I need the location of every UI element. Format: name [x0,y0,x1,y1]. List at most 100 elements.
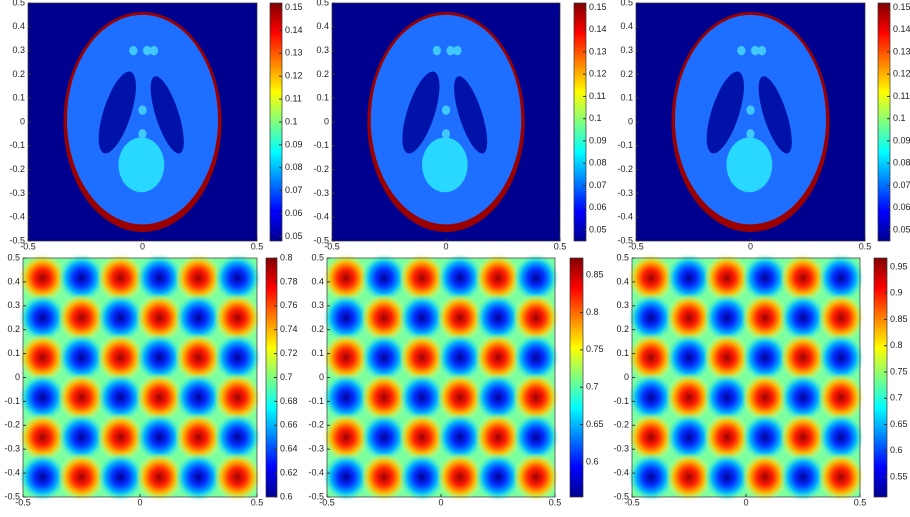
y-tick-label: 0.3 [316,45,329,55]
y-tick-label: 0.2 [311,324,324,334]
colorbar-tick-label: 0.1 [893,113,906,123]
colorbar-tick-label: 0.55 [890,471,908,481]
colorbar-tick-label: 0.66 [280,420,298,430]
spot [150,46,158,56]
spot [442,129,450,139]
y-tick-label: 0.1 [616,348,629,358]
y-tick-label: -0.2 [308,420,324,430]
colorbar-tick-label: 0.15 [285,2,303,12]
x-tick-label: 0.5 [549,497,562,507]
panel: -0.500.5-0.5-0.4-0.3-0.2-0.100.10.20.30.… [313,0,606,251]
blob [214,453,261,501]
panel: -0.500.5-0.5-0.4-0.3-0.2-0.100.10.20.30.… [9,0,302,251]
colorbar-tick-label: 0.11 [285,93,302,103]
colorbar-tick-label: 0.09 [589,135,607,145]
colorbar-tick-label: 0.72 [280,348,298,358]
y-tick-label: -0.4 [308,467,324,477]
y-tick-label: 0.4 [620,21,633,31]
y-tick-label: 0.2 [620,69,633,79]
x-tick-label: 0 [443,241,448,251]
colorbar-tick-label: 0.06 [893,202,910,212]
y-tick-label: -0.3 [617,188,633,198]
colorbar-tick-label: 0.75 [586,344,604,354]
colorbar-tick-label: 0.68 [280,396,298,406]
y-tick-label: 0.1 [311,348,324,358]
y-tick-label: 0.2 [616,324,629,334]
y-tick-label: 0 [324,116,329,126]
y-tick-label: -0.4 [613,467,629,477]
y-tick-label: -0.2 [617,164,633,174]
spot [138,105,146,115]
x-tick-label: 0 [140,241,145,251]
y-tick-label: -0.5 [313,235,329,245]
colorbar [574,3,586,241]
colorbar-tick-label: 0.06 [589,202,607,212]
brain [675,15,826,224]
y-tick-label: -0.3 [4,444,20,454]
y-tick-label: -0.2 [4,420,20,430]
spot [758,46,766,56]
x-tick-label: 0.5 [859,241,872,251]
colorbar-tick-label: 0.13 [893,46,910,56]
figure: -0.5 0 0.5 -0.5 -0.4 -0.3 -0.2 -0.1 0 0.1 0.2 0.3 0.… [0,0,910,517]
y-tick-label: -0.1 [617,140,633,150]
y-tick-label: 0.3 [311,300,324,310]
y-tick-label: 0.5 [311,252,324,262]
y-tick-label: -0.2 [613,420,629,430]
y-tick-label: 0.5 [7,252,20,262]
y-tick-label: 0.5 [316,0,329,7]
colorbar-tick-label: 0.09 [893,135,910,145]
y-tick-label: -0.1 [308,396,324,406]
y-tick-label: 0.3 [616,300,629,310]
y-tick-label: 0 [20,116,25,126]
colorbar-tick-label: 0.65 [890,419,908,429]
colorbar-tick-label: 0.78 [280,276,298,286]
colorbar-tick-label: 0.05 [893,224,910,234]
spot [453,46,461,56]
y-tick-label: -0.1 [9,140,25,150]
y-tick-label: 0.1 [620,93,633,103]
spot [737,46,745,56]
colorbar-tick-label: 0.7 [586,382,599,392]
lesion [422,137,468,192]
y-tick-label: -0.5 [617,235,633,245]
y-tick-label: -0.1 [613,396,629,406]
y-tick-label: -0.1 [4,396,20,406]
colorbar-tick-label: 0.6 [280,491,293,501]
y-tick-label: 0.4 [7,276,20,286]
y-tick-label: 0.4 [311,276,324,286]
y-tick-label: 0.2 [12,69,25,79]
colorbar-tick-label: 0.11 [589,91,606,101]
x-tick-label: 0 [748,241,753,251]
y-tick-label: 0.4 [12,21,25,31]
y-tick-label: 0.1 [12,93,25,103]
lesion [118,137,164,192]
colorbar-tick-label: 0.95 [890,261,908,271]
colorbar-tick-label: 0.09 [285,139,303,149]
y-tick-label: -0.5 [4,491,20,501]
colorbar-tick-label: 0.07 [589,180,607,190]
colorbar-tick-label: 0.62 [280,467,298,477]
x-tick-label: 0.5 [251,497,264,507]
colorbar-tick-label: 0.14 [589,24,607,34]
colorbar-tick-label: 0.76 [280,300,298,310]
colorbar-tick-label: 0.8 [890,340,903,350]
y-tick-label: -0.3 [9,188,25,198]
y-tick-label: 0.5 [616,252,629,262]
colorbar-tick-label: 0.15 [589,2,607,12]
x-tick-label: 0 [743,497,748,507]
colorbar-tick-label: 0.05 [589,224,607,234]
colorbar-tick-label: 0.85 [586,270,604,280]
colorbar-tick-label: 0.12 [285,71,303,81]
lesion [726,137,772,192]
y-tick-label: -0.4 [4,467,20,477]
y-tick-label: 0.5 [620,0,633,7]
colorbar-tick-label: 0.6 [890,445,903,455]
colorbar-tick-label: 0.14 [893,24,910,34]
y-tick-label: 0.2 [316,69,329,79]
colorbar-tick-label: 0.07 [893,180,910,190]
x-tick-label: 0.5 [251,241,264,251]
colorbar [874,258,887,497]
brain [67,15,218,224]
